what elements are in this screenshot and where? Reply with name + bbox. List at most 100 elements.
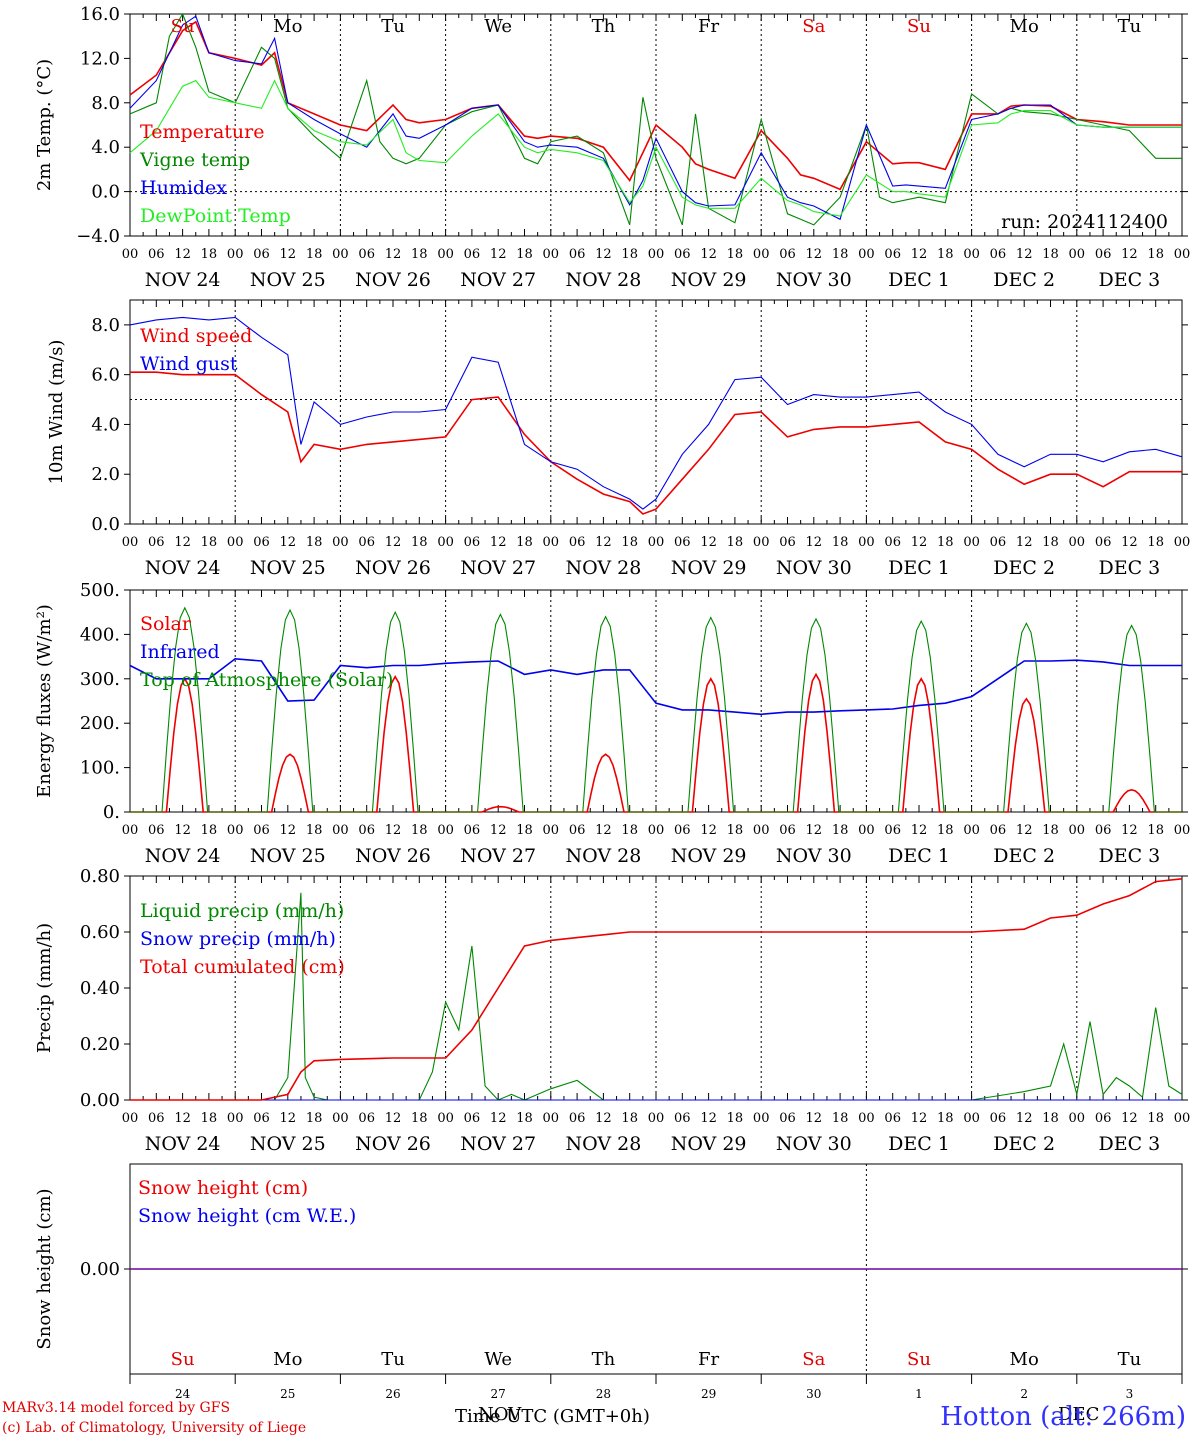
hour-tick-label: 12 xyxy=(1016,823,1033,838)
date-label: NOV 30 xyxy=(776,269,852,291)
hour-tick-label: 00 xyxy=(122,247,139,262)
hour-tick-label: 12 xyxy=(174,535,191,550)
y-axis-label: Precip (mm/h) xyxy=(34,923,55,1053)
legend-entry: Liquid precip (mm/h) xyxy=(140,900,344,922)
hour-tick-label: 06 xyxy=(990,535,1007,550)
hour-tick-label: 18 xyxy=(1042,823,1059,838)
hour-tick-label: 18 xyxy=(1042,247,1059,262)
hour-tick-label: 12 xyxy=(1121,1111,1138,1126)
hour-tick-label: 06 xyxy=(990,823,1007,838)
date-label: NOV 27 xyxy=(460,557,536,579)
series-line xyxy=(130,878,1183,1101)
series-line xyxy=(129,12,1182,226)
hour-tick-label: 18 xyxy=(832,823,849,838)
legend-entry: Temperature xyxy=(140,121,264,143)
hour-tick-label: 18 xyxy=(727,535,744,550)
hour-tick-label: 12 xyxy=(385,823,402,838)
hour-tick-label: 12 xyxy=(806,247,823,262)
hour-tick-label: 06 xyxy=(884,247,901,262)
hour-tick-label: 00 xyxy=(1174,823,1191,838)
hour-tick-label: 06 xyxy=(990,1111,1007,1126)
legend-entry: Wind gust xyxy=(140,353,238,375)
hour-tick-label: 00 xyxy=(858,1111,875,1126)
hour-tick-label: 12 xyxy=(700,823,717,838)
legend-entry: Snow precip (mm/h) xyxy=(140,928,336,950)
hour-tick-label: 00 xyxy=(1069,247,1086,262)
day-name: Mo xyxy=(1010,16,1039,37)
hour-tick-label: 06 xyxy=(358,1111,375,1126)
hour-tick-label: 00 xyxy=(122,823,139,838)
y-tick-label: 0. xyxy=(103,802,120,823)
date-label: DEC 2 xyxy=(993,845,1055,867)
hour-tick-label: 18 xyxy=(832,1111,849,1126)
hour-tick-label: 06 xyxy=(1095,247,1112,262)
date-label: DEC 2 xyxy=(993,557,1055,579)
hour-tick-label: 00 xyxy=(1069,1111,1086,1126)
hour-tick-label: 12 xyxy=(700,247,717,262)
hour-tick-label: 18 xyxy=(201,247,218,262)
date-label: NOV 26 xyxy=(355,269,431,291)
hour-tick-label: 12 xyxy=(700,1111,717,1126)
hour-tick-label: 00 xyxy=(437,1111,454,1126)
hour-tick-label: 06 xyxy=(148,247,165,262)
date-label: NOV 29 xyxy=(671,845,747,867)
day-name: Sa xyxy=(802,16,825,37)
lab-credit: (c) Lab. of Climatology, University of L… xyxy=(2,1420,307,1436)
hour-tick-label: 06 xyxy=(569,1111,586,1126)
hour-tick-label: 06 xyxy=(884,535,901,550)
hour-tick-label: 06 xyxy=(569,247,586,262)
day-name-bottom: Fr xyxy=(698,1349,719,1370)
day-number: 30 xyxy=(806,1387,821,1401)
hour-tick-label: 12 xyxy=(490,1111,507,1126)
hour-tick-label: 00 xyxy=(753,1111,770,1126)
hour-tick-label: 06 xyxy=(253,823,270,838)
hour-tick-label: 06 xyxy=(464,1111,481,1126)
hour-tick-label: 12 xyxy=(1121,823,1138,838)
hour-tick-label: 00 xyxy=(227,535,244,550)
y-tick-label: 2.0 xyxy=(91,464,120,485)
y-tick-label: 200. xyxy=(80,713,120,734)
hour-tick-label: 12 xyxy=(1016,247,1033,262)
hour-tick-label: 00 xyxy=(963,1111,980,1126)
hour-tick-label: 12 xyxy=(806,823,823,838)
day-name: Su xyxy=(907,16,931,37)
y-axis-label: 2m Temp. (°C) xyxy=(34,59,55,191)
hour-tick-label: 00 xyxy=(437,535,454,550)
hour-tick-label: 00 xyxy=(227,1111,244,1126)
hour-tick-label: 00 xyxy=(1174,247,1191,262)
y-tick-label: 400. xyxy=(80,624,120,645)
hour-tick-label: 00 xyxy=(858,247,875,262)
hour-tick-label: 00 xyxy=(648,247,665,262)
y-tick-label: 8.0 xyxy=(91,93,120,114)
y-tick-label: 100. xyxy=(80,758,120,779)
hour-tick-label: 06 xyxy=(1095,823,1112,838)
hour-tick-label: 06 xyxy=(358,247,375,262)
day-name: Mo xyxy=(273,16,302,37)
hour-tick-label: 06 xyxy=(990,247,1007,262)
day-name-bottom: Th xyxy=(592,1349,616,1370)
hour-tick-label: 12 xyxy=(385,535,402,550)
hour-tick-label: 00 xyxy=(543,1111,560,1126)
y-tick-label: 0.80 xyxy=(80,866,120,887)
day-number: 28 xyxy=(596,1387,611,1401)
hour-tick-label: 12 xyxy=(806,535,823,550)
day-name: Th xyxy=(592,16,616,37)
hour-tick-label: 18 xyxy=(621,535,638,550)
hour-tick-label: 12 xyxy=(280,535,297,550)
hour-tick-label: 06 xyxy=(779,247,796,262)
hour-tick-label: 18 xyxy=(621,247,638,262)
hour-tick-label: 06 xyxy=(569,535,586,550)
hour-tick-label: 12 xyxy=(385,1111,402,1126)
date-label: NOV 26 xyxy=(355,845,431,867)
hour-tick-label: 00 xyxy=(753,823,770,838)
hour-tick-label: 06 xyxy=(779,1111,796,1126)
hour-tick-label: 18 xyxy=(1147,823,1164,838)
day-name-bottom: Su xyxy=(171,1349,195,1370)
hour-tick-label: 06 xyxy=(148,535,165,550)
hour-tick-label: 06 xyxy=(674,1111,691,1126)
hour-tick-label: 12 xyxy=(1016,1111,1033,1126)
date-label: NOV 27 xyxy=(460,845,536,867)
hour-tick-label: 00 xyxy=(963,535,980,550)
date-label: NOV 24 xyxy=(145,557,221,579)
hour-tick-label: 00 xyxy=(122,1111,139,1126)
